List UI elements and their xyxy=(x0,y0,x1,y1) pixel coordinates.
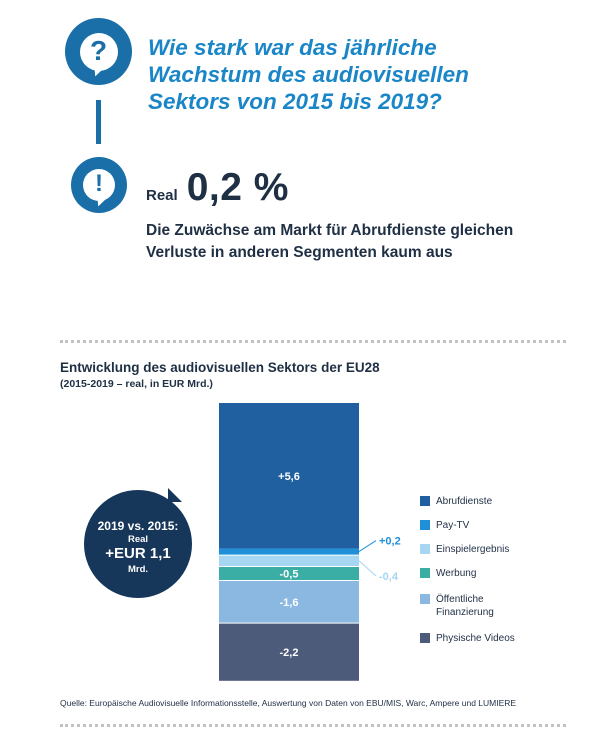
data-label-1: +0,2 xyxy=(379,536,401,548)
chart-subtitle: (2015-2019 – real, in EUR Mrd.) xyxy=(60,378,213,390)
data-label-4: -1,6 xyxy=(280,597,299,609)
legend-item: Einspielergebnis xyxy=(420,543,536,556)
data-label-0: +5,6 xyxy=(278,471,300,483)
bar-segment-4 xyxy=(219,581,359,623)
legend-item: Physische Videos xyxy=(420,632,536,645)
bar-segment-1 xyxy=(219,548,359,555)
bar-segment-3 xyxy=(219,567,359,580)
summary-badge: 2019 vs. 2015: Real +EUR 1,1 Mrd. xyxy=(84,490,192,598)
legend-swatch xyxy=(420,544,430,554)
question-icon: ? xyxy=(65,18,132,85)
chart-title: Entwicklung des audiovisuellen Sektors d… xyxy=(60,360,380,375)
legend-label: Öffentliche Finanzierung xyxy=(436,594,494,618)
stacked-bar-chart: +5,6 +0,2 -0,4 -0,5 -1,6 -2,2 xyxy=(219,403,401,681)
question-text: Wie stark war das jährliche Wachstum des… xyxy=(148,35,469,114)
legend-swatch xyxy=(420,496,430,506)
answer-value: 0,2 % xyxy=(186,166,289,209)
summary-line-4: Mrd. xyxy=(127,564,149,575)
summary-line-1: 2019 vs. 2015: xyxy=(97,519,179,533)
legend-item: Abrufdienste xyxy=(420,495,536,508)
leader-line-1 xyxy=(358,540,377,553)
exclamation-icon: ! xyxy=(71,157,127,213)
summary-line-2: Real xyxy=(127,534,149,545)
legend-label: Pay-TV xyxy=(436,520,470,531)
legend-item: Werbung xyxy=(420,567,536,580)
legend-label: Einspielergebnis xyxy=(436,544,510,555)
legend-swatch xyxy=(420,633,430,643)
bar-segment-2 xyxy=(219,555,359,566)
data-label-3: -0,5 xyxy=(280,569,299,581)
summary-badge-tail xyxy=(168,488,182,502)
leader-line-2 xyxy=(358,560,377,577)
legend-swatch xyxy=(420,568,430,578)
data-label-5: -2,2 xyxy=(280,647,299,659)
speech-bubble-shape xyxy=(83,169,115,201)
answer-headline: Real 0,2 % xyxy=(146,166,289,210)
legend-label: Physische Videos xyxy=(436,633,515,644)
question-glyph: ? xyxy=(89,34,108,66)
legend-item: Pay-TV xyxy=(420,519,536,532)
answer-text: Die Zuwächse am Markt für Abrufdienste g… xyxy=(146,222,514,261)
legend-item: Öffentliche Finanzierung xyxy=(420,593,536,619)
bar-segment-5 xyxy=(219,623,359,681)
answer-prefix: Real xyxy=(146,187,178,204)
dotted-divider-bottom xyxy=(60,724,566,727)
source-note: Quelle: Europäische Audiovisuelle Inform… xyxy=(60,698,517,708)
legend-label: Abrufdienste xyxy=(436,496,493,507)
bar-segment-0 xyxy=(219,403,359,549)
dotted-divider-top xyxy=(60,340,566,343)
legend-swatch xyxy=(420,520,430,530)
connector-line xyxy=(96,100,101,144)
speech-bubble-shape xyxy=(79,32,118,71)
data-label-2: -0,4 xyxy=(379,571,399,583)
exclamation-glyph: ! xyxy=(95,170,103,197)
summary-line-3: +EUR 1,1 xyxy=(105,545,171,562)
legend-label: Werbung xyxy=(436,568,477,579)
legend-swatch xyxy=(420,594,430,604)
